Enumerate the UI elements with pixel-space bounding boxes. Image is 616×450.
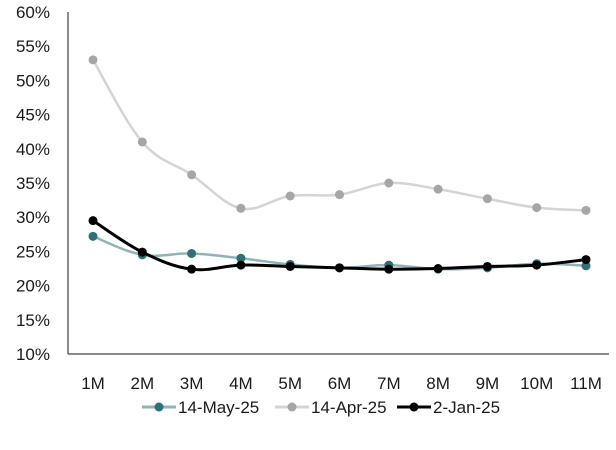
- data-point: [581, 261, 591, 271]
- x-tick-label: 11M: [570, 374, 602, 393]
- y-tick-label: 50%: [16, 71, 50, 90]
- data-point: [384, 178, 394, 188]
- data-point: [384, 264, 394, 274]
- data-point: [285, 261, 295, 271]
- series-line: [91, 59, 587, 212]
- data-point: [285, 191, 295, 201]
- y-tick-label: 10%: [16, 345, 50, 364]
- x-tick-label: 7M: [377, 374, 401, 393]
- data-point: [433, 184, 443, 194]
- data-point: [581, 205, 591, 215]
- y-tick-label: 60%: [16, 3, 50, 22]
- legend-label: 14-Apr-25: [311, 398, 387, 417]
- data-point: [88, 231, 98, 241]
- y-tick-label: 15%: [16, 311, 50, 330]
- y-tick-label: 55%: [16, 37, 50, 56]
- series-2: [88, 216, 591, 274]
- data-point: [482, 261, 492, 271]
- y-tick-label: 45%: [16, 106, 50, 125]
- x-tick-label: 5M: [278, 374, 302, 393]
- legend-marker: [409, 402, 419, 412]
- data-point: [581, 255, 591, 265]
- x-tick-label: 3M: [180, 374, 204, 393]
- data-point: [335, 263, 344, 273]
- data-point: [236, 203, 246, 213]
- y-tick-label: 35%: [16, 174, 50, 193]
- data-point: [187, 170, 197, 180]
- data-point: [187, 264, 197, 274]
- legend-marker: [287, 402, 297, 412]
- y-tick-label: 20%: [16, 277, 50, 296]
- legend-item-2: 2-Jan-25: [397, 398, 500, 417]
- x-tick-label: 4M: [229, 374, 253, 393]
- legend-marker: [154, 402, 164, 412]
- data-point: [482, 194, 492, 204]
- y-tick-label: 25%: [16, 242, 50, 261]
- legend-label: 14-May-25: [178, 398, 259, 417]
- data-point: [236, 260, 246, 270]
- data-point: [532, 203, 542, 213]
- legend-label: 2-Jan-25: [433, 398, 500, 417]
- x-tick-label: 2M: [130, 374, 154, 393]
- data-point: [187, 248, 197, 258]
- x-tick-label: 9M: [476, 374, 500, 393]
- y-tick-label: 40%: [16, 140, 50, 159]
- x-tick-label: 6M: [328, 374, 352, 393]
- y-tick-label: 30%: [16, 208, 50, 227]
- legend: 14-May-25 14-Apr-25 2-Jan-25: [142, 398, 500, 417]
- data-point: [88, 55, 98, 65]
- axes: 10% 15% 20% 25% 30% 35% 40% 45% 50% 55% 60% 1M 2M 3M 4…: [16, 3, 609, 393]
- data-point: [137, 247, 147, 257]
- x-tick-label: 1M: [81, 374, 105, 393]
- data-point: [335, 190, 344, 200]
- data-point: [236, 253, 246, 263]
- legend-item-1: 14-Apr-25: [275, 398, 387, 417]
- data-point: [532, 260, 542, 270]
- data-point: [88, 216, 98, 226]
- series-line: [92, 219, 587, 272]
- x-tick-label: 8M: [426, 374, 450, 393]
- legend-item-0: 14-May-25: [142, 398, 259, 417]
- x-tick-label: 10M: [520, 374, 553, 393]
- data-point: [433, 264, 443, 273]
- series-1: [88, 55, 591, 215]
- series-layer: [88, 55, 591, 274]
- data-point: [137, 137, 147, 147]
